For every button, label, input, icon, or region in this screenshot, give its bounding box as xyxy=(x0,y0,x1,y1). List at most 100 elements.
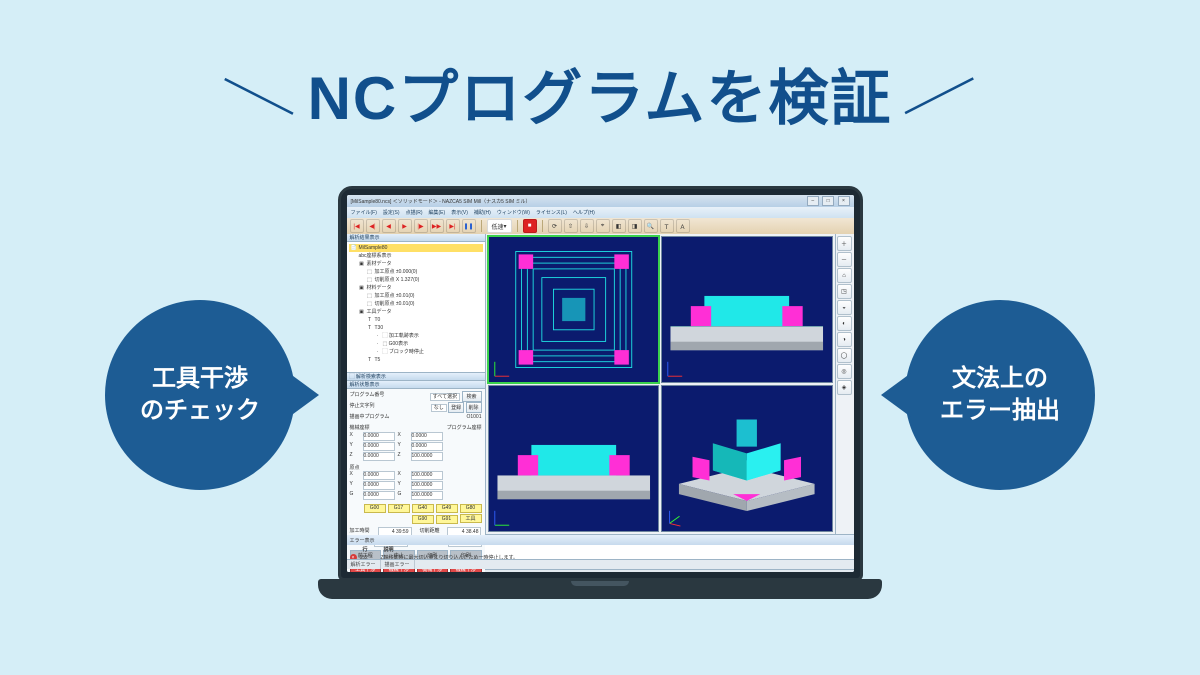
tree-item-9[interactable]: TT0 xyxy=(349,316,483,324)
error-list[interactable]: 行説明×152Z軸移動時に最大切込量より切り込んだため一時停止します。×156Z… xyxy=(347,545,854,559)
bubble-left-line2: のチェック xyxy=(140,397,260,424)
menu-edit[interactable]: 編集(E) xyxy=(429,209,446,216)
to-end-button[interactable]: ▶| xyxy=(446,219,460,233)
bubble-right: 文法上のエラー抽出 xyxy=(905,300,1095,490)
stop-cond-select[interactable]: なし xyxy=(431,404,447,412)
gcode-G40: G40 xyxy=(412,504,434,513)
tree-item-6[interactable]: ⬚加工原点 ±0.01(0) xyxy=(349,292,483,300)
menu-aux[interactable]: 補助(H) xyxy=(474,209,491,216)
viewstrip-icon-9[interactable]: ◈ xyxy=(837,380,852,395)
view-toolstrip[interactable]: ＋－⌂◳◒◐◑◯◎◈ xyxy=(835,234,854,534)
machine-coord-title: 機械座標 xyxy=(350,424,370,431)
play-button[interactable]: ▶ xyxy=(398,219,412,233)
viewstrip-icon-0[interactable]: ＋ xyxy=(837,236,852,251)
bubble-left-line1: 工具干渉 xyxy=(152,365,248,392)
toolbar-icon-6[interactable]: 🔍 xyxy=(644,219,658,233)
coord-axis-label: Y xyxy=(350,442,360,451)
tree-panel-title: 解析結果表示 xyxy=(347,234,485,242)
coord-field: 0.0000 xyxy=(363,432,395,441)
toolbar[interactable]: |◀ ◀| ◀ ▶ |▶ ▶▶ ▶| ❚❚ 低速 ▾ ■ ⟳⇧⇩⌖◧◨🔍ＴＡ xyxy=(347,218,854,234)
error-tab-0[interactable]: 解析エラー xyxy=(347,560,381,569)
menu-file[interactable]: ファイル(F) xyxy=(351,209,377,216)
toolbar-icon-4[interactable]: ◧ xyxy=(612,219,626,233)
status-left: メニューを選択してください。 xyxy=(351,572,421,573)
coord-axis-label: G xyxy=(398,491,408,500)
viewstrip-icon-1[interactable]: － xyxy=(837,252,852,267)
viewstrip-icon-6[interactable]: ◑ xyxy=(837,332,852,347)
tree-item-5[interactable]: ▣材料データ xyxy=(349,284,483,292)
close-button[interactable]: × xyxy=(838,196,850,206)
tree-item-13[interactable]: ·⬚ ブロック時停止 xyxy=(349,348,483,356)
tree-item-12[interactable]: ·⬚ G00表示 xyxy=(349,340,483,348)
gcode-G80: G80 xyxy=(460,504,482,513)
viewstrip-icon-4[interactable]: ◒ xyxy=(837,300,852,315)
step-back-button[interactable]: ◀| xyxy=(366,219,380,233)
step-fwd-button[interactable]: |▶ xyxy=(414,219,428,233)
toolbar-icon-3[interactable]: ⌖ xyxy=(596,219,610,233)
gcode-工具: 工具 xyxy=(460,514,482,523)
tree-item-8[interactable]: ▣工具データ xyxy=(349,308,483,316)
menu-draw[interactable]: 点描(R) xyxy=(406,209,423,216)
to-start-button[interactable]: |◀ xyxy=(350,219,364,233)
toolbar-icon-2[interactable]: ⇩ xyxy=(580,219,594,233)
menu-window[interactable]: ウィンドウ(W) xyxy=(497,209,530,216)
coord-axis-label: Y xyxy=(350,481,360,490)
coord-field: 0.0000 xyxy=(363,481,395,490)
toolbar-icon-5[interactable]: ◨ xyxy=(628,219,642,233)
tree-item-3[interactable]: ⬚加工原点 ±0.000(0) xyxy=(349,268,483,276)
viewport-side[interactable] xyxy=(488,385,660,532)
tree-item-14[interactable]: TT5 xyxy=(349,356,483,364)
delete-button[interactable]: 削除 xyxy=(466,402,482,413)
program-no-select[interactable]: すべて選択 xyxy=(430,393,460,401)
tree-item-4[interactable]: ⬚切削原点 X 1.327(0) xyxy=(349,276,483,284)
tree-panel[interactable]: 📄MilSample80abc座標系表示▣素材データ⬚加工原点 ±0.000(0… xyxy=(347,242,485,373)
stop-button[interactable]: ■ xyxy=(523,219,537,233)
headline-text: NCプログラムを検証 xyxy=(308,65,893,132)
error-tab-1[interactable]: 描画エラー xyxy=(381,560,415,569)
menu-help[interactable]: ヘルプ(H) xyxy=(573,209,595,216)
fast-fwd-button[interactable]: ▶▶ xyxy=(430,219,444,233)
toolbar-icon-8[interactable]: Ａ xyxy=(676,219,690,233)
viewstrip-icon-7[interactable]: ◯ xyxy=(837,348,852,363)
menu-license[interactable]: ライセンス(L) xyxy=(536,209,567,216)
error-tabs[interactable]: 解析エラー描画エラー xyxy=(347,559,854,569)
menu-bar[interactable]: ファイル(F) 設定(S) 点描(R) 編集(E) 表示(V) 補助(H) ウィ… xyxy=(347,207,854,218)
coord-axis-label: Z xyxy=(350,452,360,461)
tree-item-10[interactable]: TT30 xyxy=(349,324,483,332)
tree-item-0[interactable]: 📄MilSample80 xyxy=(349,244,483,252)
program-coord-title: プログラム座標 xyxy=(447,424,482,431)
menu-settings[interactable]: 設定(S) xyxy=(383,209,400,216)
coord-field: 100.0000 xyxy=(411,481,443,490)
viewstrip-icon-5[interactable]: ◐ xyxy=(837,316,852,331)
register-button[interactable]: 登録 xyxy=(448,402,464,413)
tree-item-1[interactable]: abc座標系表示 xyxy=(349,252,483,260)
toolbar-icon-7[interactable]: Ｔ xyxy=(660,219,674,233)
viewport-top[interactable] xyxy=(488,236,660,383)
pause-button[interactable]: ❚❚ xyxy=(462,219,476,233)
toolbar-icon-1[interactable]: ⇧ xyxy=(564,219,578,233)
viewstrip-icon-8[interactable]: ◎ xyxy=(837,364,852,379)
toggle-result-display[interactable]: ⬚ 解析検索表示 xyxy=(350,373,386,380)
gcode-G90: G90 xyxy=(412,515,434,524)
window-buttons[interactable]: – □ × xyxy=(805,196,850,206)
coord-axis-label: Y xyxy=(398,442,408,451)
tree-item-11[interactable]: ·⬚ 加工軌跡表示 xyxy=(349,332,483,340)
viewport-front[interactable] xyxy=(661,236,833,383)
tree-item-2[interactable]: ▣素材データ xyxy=(349,260,483,268)
menu-view[interactable]: 表示(V) xyxy=(451,209,468,216)
speed-select[interactable]: 低速 ▾ xyxy=(487,219,512,233)
viewport-grid xyxy=(486,234,835,534)
title-bar[interactable]: [MilSample80.ncs] ＜ソリッドモード＞ - NAZCA5 SIM… xyxy=(347,195,854,207)
coord-axis-label: X xyxy=(350,432,360,441)
maximize-button[interactable]: □ xyxy=(822,196,834,206)
tree-item-7[interactable]: ⬚切削原点 ±0.01(0) xyxy=(349,300,483,308)
bubble-right-line2: エラー抽出 xyxy=(940,397,1060,424)
back-button[interactable]: ◀ xyxy=(382,219,396,233)
viewstrip-icon-3[interactable]: ◳ xyxy=(837,284,852,299)
toolbar-icon-0[interactable]: ⟳ xyxy=(548,219,562,233)
minimize-button[interactable]: – xyxy=(807,196,819,206)
search-button[interactable]: 検索 xyxy=(462,391,482,402)
viewstrip-icon-2[interactable]: ⌂ xyxy=(837,268,852,283)
viewport-iso[interactable] xyxy=(661,385,833,532)
program-no-label: プログラム番号 xyxy=(350,391,385,402)
